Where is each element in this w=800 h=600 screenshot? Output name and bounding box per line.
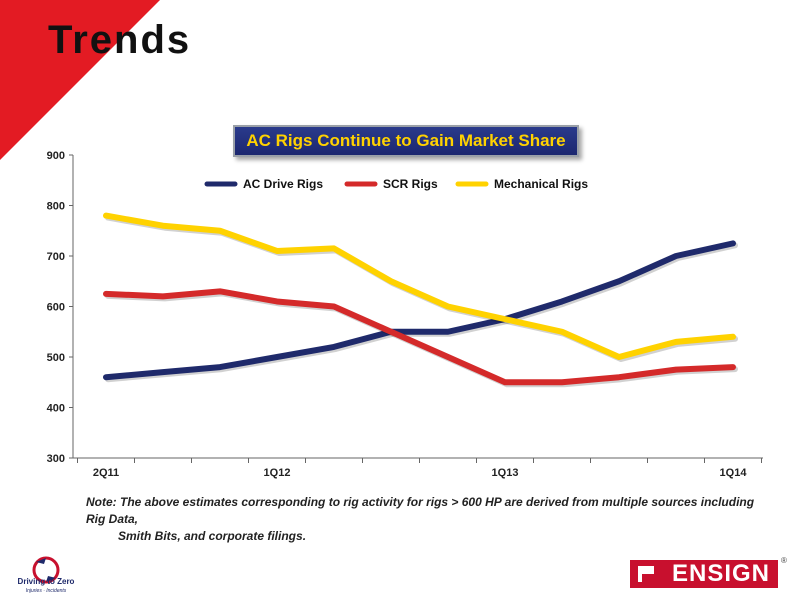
data-point [219,366,221,368]
dtz-logo-text: Driving to Zero [18,577,75,586]
data-point [390,331,392,333]
data-point [732,336,734,338]
series-line-0 [103,240,736,381]
data-point [618,280,620,282]
legend-label: AC Drive Rigs [243,177,323,191]
data-point [561,331,563,333]
data-point [447,306,449,307]
y-tick-label: 300 [47,453,65,465]
data-point [162,371,164,373]
chart-title: AC Rigs Continue to Gain Market Share [233,125,579,157]
driving-to-zero-logo: Driving to Zero Injuries · Incidents [18,556,75,594]
y-tick-label: 600 [47,302,65,314]
data-point [219,230,221,232]
y-tick-label: 800 [47,201,65,213]
y-tick-label: 700 [47,251,65,263]
data-point [447,331,449,333]
footnote-line-1: Note: The above estimates corresponding … [86,495,755,526]
x-tick-label: 1Q13 [492,467,519,479]
page-title: Trends [48,18,192,62]
flag-icon [638,566,656,582]
data-point [333,247,335,249]
registered-mark: ® [781,556,787,565]
data-point [675,341,677,343]
x-tick-label: 2Q11 [93,467,119,479]
footnote: Note: The above estimates corresponding … [86,494,766,545]
data-point [105,215,107,217]
x-tick-label: 1Q14 [720,467,748,479]
data-point [732,242,734,244]
data-point [618,376,620,378]
corner-decoration [0,0,160,160]
data-point [105,376,107,378]
data-point [276,356,278,358]
footnote-line-2: Smith Bits, and corporate filings. [118,529,307,543]
data-point [276,300,278,302]
ensign-logo: ENSIGN [630,560,778,588]
series-line-2 [103,212,736,360]
data-point [504,381,506,383]
data-point [333,346,335,348]
series-line-1 [103,288,736,386]
data-point [675,369,677,371]
dtz-logo-subtext: Injuries · Incidents [26,588,67,594]
data-point [504,318,506,320]
data-point [447,356,449,358]
data-point [732,366,734,368]
data-point [618,356,620,358]
data-point [276,250,278,252]
data-point [675,255,677,257]
y-tick-label: 500 [47,352,65,364]
series-shadow [105,214,738,362]
data-point [105,293,107,295]
data-point [333,306,335,307]
data-point [390,280,392,282]
series-shadow [105,242,738,383]
x-tick-label: 1Q12 [264,467,291,479]
data-point [561,381,563,383]
ensign-logo-text: ENSIGN [671,560,770,587]
data-point [561,300,563,302]
y-tick-label: 900 [47,150,65,162]
data-point [162,295,164,297]
data-point [219,290,221,292]
legend-label: SCR Rigs [383,177,438,191]
data-point [162,225,164,227]
legend-label: Mechanical Rigs [494,177,588,191]
y-tick-label: 400 [47,403,65,415]
